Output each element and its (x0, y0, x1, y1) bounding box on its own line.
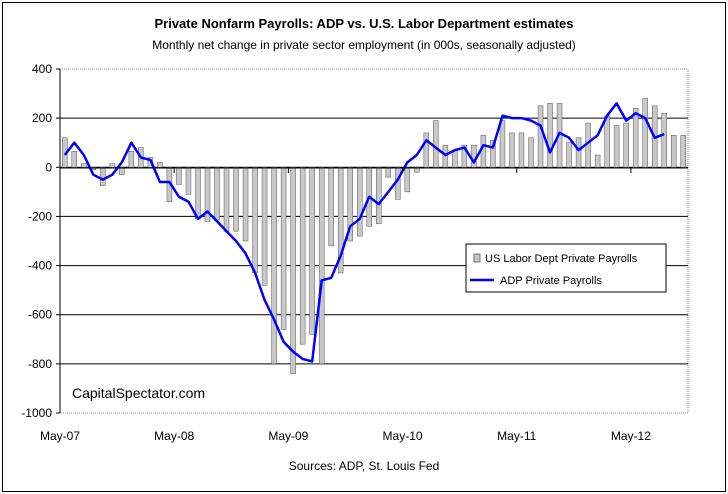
bar (71, 151, 77, 168)
bar (671, 135, 677, 168)
bar (385, 167, 391, 178)
bar (261, 167, 268, 286)
bar (566, 142, 572, 168)
bar (309, 167, 315, 335)
bar (528, 137, 534, 168)
x-tick-label: May-09 (268, 429, 308, 443)
x-tick-label: May-11 (497, 429, 536, 443)
bar (100, 167, 106, 186)
bar (157, 162, 163, 168)
bar (613, 125, 620, 168)
bar (357, 167, 363, 237)
bar (490, 140, 496, 168)
y-tick-label: 200 (32, 111, 52, 125)
plot-area (59, 68, 689, 414)
bar (575, 137, 582, 168)
bar (547, 103, 553, 168)
y-tick-label: -800 (28, 357, 52, 371)
bar (347, 167, 353, 242)
bar (271, 167, 277, 365)
bar (119, 167, 125, 175)
bar (176, 167, 182, 185)
bar (452, 149, 458, 168)
bar (623, 122, 629, 168)
bar (632, 108, 639, 168)
chart-subtitle: Monthly net change in private sector emp… (152, 38, 576, 52)
bar (185, 167, 192, 195)
bar (414, 167, 420, 173)
bar (604, 115, 610, 168)
bar (252, 167, 258, 274)
bar (337, 167, 344, 274)
y-tick-label: -400 (28, 259, 52, 273)
chart-title: Private Nonfarm Payrolls: ADP vs. U.S. L… (154, 16, 573, 31)
y-tick-label: 0 (45, 160, 52, 174)
x-tick-label: May-10 (383, 429, 423, 443)
bar (661, 112, 667, 168)
bar (290, 167, 296, 374)
bar (128, 151, 135, 168)
bar (518, 132, 525, 168)
x-tick-label: May-07 (40, 429, 80, 443)
bar (376, 167, 382, 225)
bar (471, 144, 477, 168)
bar (537, 105, 544, 168)
bar (242, 167, 249, 242)
bar (214, 167, 220, 221)
source-note: Sources: ADP, St. Louis Fed (289, 459, 440, 473)
legend: US Labor Dept Private Payrolls ADP Priva… (465, 243, 667, 293)
bar (318, 167, 325, 365)
bar (109, 163, 116, 168)
legend-bar-swatch (473, 253, 481, 263)
legend-box (465, 243, 667, 293)
bar (461, 144, 468, 168)
bar (195, 167, 201, 220)
bar-series (62, 98, 686, 374)
bar (480, 135, 487, 168)
bar (499, 120, 506, 168)
x-tick-label: May-08 (154, 429, 194, 443)
y-tick-label: 400 (32, 62, 52, 76)
y-tick-label: -1000 (21, 406, 52, 420)
bar (223, 167, 230, 232)
bar (423, 132, 430, 168)
legend-label-adp: ADP Private Payrolls (500, 275, 602, 287)
y-tick-labels: 400 200 0 -200 -400 -600 -800 -1000 (21, 62, 60, 420)
watermark: CapitalSpectator.com (72, 385, 205, 401)
y-tick-label: -200 (28, 209, 52, 223)
bar (404, 167, 411, 193)
y-tick-label: -600 (28, 308, 52, 322)
bar (299, 167, 306, 345)
bar (328, 167, 334, 247)
legend-label-labor-dept: US Labor Dept Private Payrolls (485, 253, 638, 265)
adp-line (63, 102, 665, 363)
bar (81, 163, 87, 168)
x-tick-labels: May-07 May-08 May-09 May-10 May-11 May-12 (40, 168, 651, 443)
bar (594, 154, 601, 168)
bar (642, 98, 648, 168)
gridlines (60, 117, 688, 365)
bar (204, 167, 211, 222)
bar (433, 120, 439, 168)
bar (280, 167, 287, 330)
line-series (63, 102, 665, 363)
bar (233, 167, 239, 232)
x-tick-label: May-12 (611, 429, 651, 443)
bar (680, 135, 686, 168)
bar (509, 132, 515, 168)
